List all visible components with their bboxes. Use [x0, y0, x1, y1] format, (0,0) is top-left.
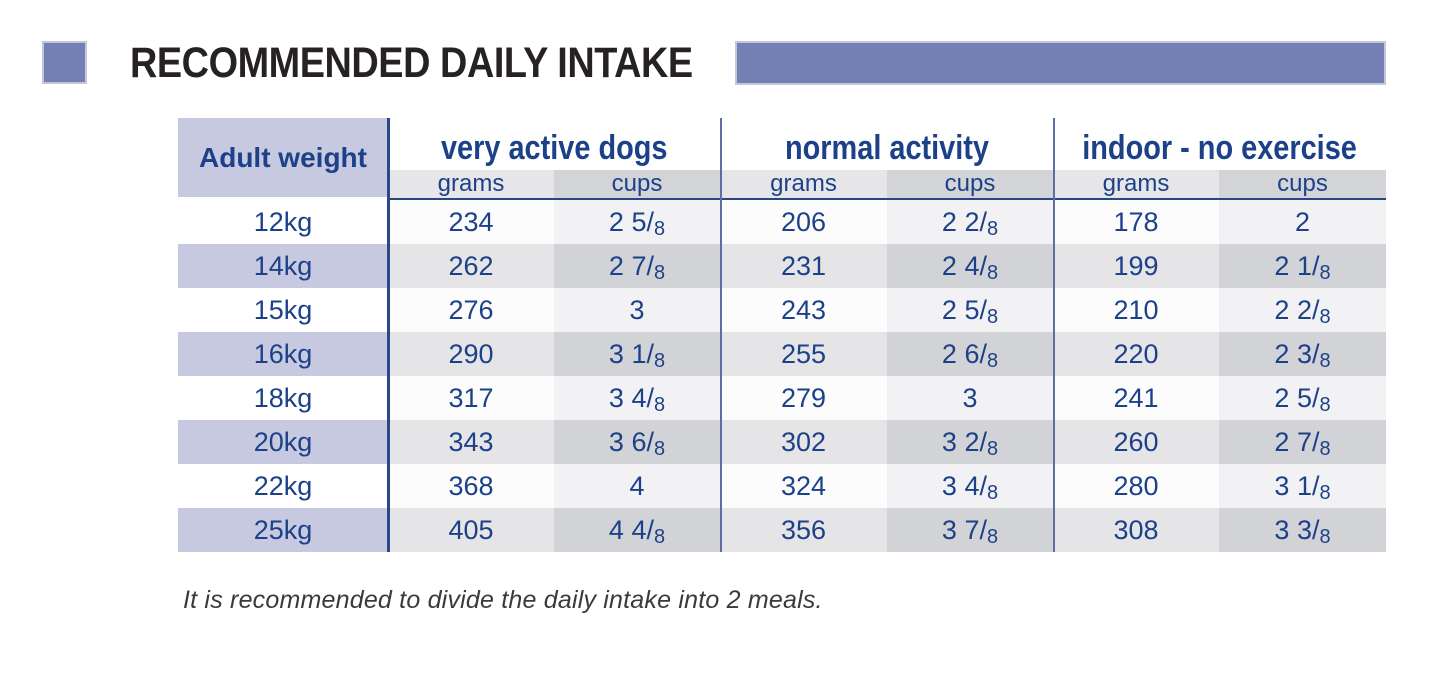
- group-header-label: normal activity: [784, 129, 989, 167]
- fraction-denominator: 8: [653, 526, 666, 549]
- weight-cell: 15kg: [178, 288, 388, 332]
- cups-cell: 2 4/8: [887, 244, 1053, 288]
- subheader-grams-normal: grams: [720, 170, 887, 200]
- fraction-denominator: 8: [653, 218, 666, 241]
- grams-cell: 199: [1053, 244, 1219, 288]
- weight-cell: 16kg: [178, 332, 388, 376]
- daily-intake-table: Adult weight very active dogs normal act…: [178, 118, 1386, 552]
- cups-cell: 3: [887, 376, 1053, 420]
- cups-cell: 2 5/8: [887, 288, 1053, 332]
- cups-cell: 3 1/8: [554, 332, 720, 376]
- cups-cell: 3 6/8: [554, 420, 720, 464]
- grams-cell: 343: [388, 420, 554, 464]
- cups-cell: 2 7/8: [1219, 420, 1386, 464]
- fraction-denominator: 8: [986, 218, 999, 241]
- cups-cell: 2 3/8: [1219, 332, 1386, 376]
- grams-cell: 368: [388, 464, 554, 508]
- cups-cell: 2 2/8: [887, 200, 1053, 244]
- adult-weight-header: Adult weight: [178, 118, 388, 200]
- fraction-denominator: 8: [1319, 394, 1331, 417]
- subheader-grams-very-active: grams: [388, 170, 554, 200]
- cups-cell: 3 7/8: [887, 508, 1053, 552]
- group-header-indoor-no-exercise: indoor - no exercise: [1053, 118, 1386, 170]
- grams-cell: 324: [720, 464, 887, 508]
- footer-note: It is recommended to divide the daily in…: [183, 586, 823, 614]
- grams-cell: 405: [388, 508, 554, 552]
- subheader-cups-very-active: cups: [554, 170, 720, 200]
- grams-cell: 220: [1053, 332, 1219, 376]
- grams-cell: 178: [1053, 200, 1219, 244]
- fraction-denominator: 8: [1319, 526, 1331, 549]
- fraction-denominator: 8: [653, 438, 666, 461]
- fraction-denominator: 8: [1319, 306, 1331, 329]
- page-title: RECOMMENDED DAILY INTAKE: [130, 39, 693, 87]
- column-separator-group1-group2: [720, 118, 722, 552]
- fraction-denominator: 8: [653, 262, 666, 285]
- grams-cell: 262: [388, 244, 554, 288]
- cups-cell: 2 5/8: [554, 200, 720, 244]
- cups-cell: 3 4/8: [554, 376, 720, 420]
- fraction-denominator: 8: [986, 438, 999, 461]
- grams-cell: 210: [1053, 288, 1219, 332]
- grams-cell: 276: [388, 288, 554, 332]
- fraction-denominator: 8: [986, 482, 999, 505]
- column-separator-weight: [387, 118, 390, 552]
- cups-cell: 2 6/8: [887, 332, 1053, 376]
- fraction-denominator: 8: [986, 526, 999, 549]
- cups-cell: 3 2/8: [887, 420, 1053, 464]
- fraction-denominator: 8: [653, 394, 666, 417]
- weight-cell: 18kg: [178, 376, 388, 420]
- subheader-cups-indoor: cups: [1219, 170, 1386, 200]
- accent-bar: [735, 41, 1386, 85]
- subheader-grams-indoor: grams: [1053, 170, 1219, 200]
- cups-cell: 3 4/8: [887, 464, 1053, 508]
- weight-cell: 20kg: [178, 420, 388, 464]
- cups-cell: 3: [554, 288, 720, 332]
- cups-cell: 4: [554, 464, 720, 508]
- table-grid: Adult weight very active dogs normal act…: [178, 118, 1386, 552]
- cups-cell: 2: [1219, 200, 1386, 244]
- cups-cell: 2 2/8: [1219, 288, 1386, 332]
- accent-square: [42, 41, 87, 84]
- fraction-denominator: 8: [986, 306, 999, 329]
- grams-cell: 317: [388, 376, 554, 420]
- group-header-label: very active dogs: [440, 129, 668, 167]
- grams-cell: 234: [388, 200, 554, 244]
- grams-cell: 241: [1053, 376, 1219, 420]
- grams-cell: 308: [1053, 508, 1219, 552]
- fraction-denominator: 8: [986, 350, 999, 373]
- grams-cell: 302: [720, 420, 887, 464]
- grams-cell: 206: [720, 200, 887, 244]
- grams-cell: 290: [388, 332, 554, 376]
- column-separator-group2-group3: [1053, 118, 1055, 552]
- grams-cell: 279: [720, 376, 887, 420]
- cups-cell: 3 1/8: [1219, 464, 1386, 508]
- weight-cell: 14kg: [178, 244, 388, 288]
- weight-cell: 22kg: [178, 464, 388, 508]
- group-header-label: indoor - no exercise: [1082, 129, 1357, 167]
- grams-cell: 260: [1053, 420, 1219, 464]
- fraction-denominator: 8: [653, 350, 666, 373]
- weight-cell: 25kg: [178, 508, 388, 552]
- grams-cell: 243: [720, 288, 887, 332]
- fraction-denominator: 8: [1319, 482, 1331, 505]
- weight-cell: 12kg: [178, 200, 388, 244]
- grams-cell: 280: [1053, 464, 1219, 508]
- fraction-denominator: 8: [986, 262, 999, 285]
- fraction-denominator: 8: [1319, 262, 1331, 285]
- group-header-normal-activity: normal activity: [720, 118, 1053, 170]
- cups-cell: 3 3/8: [1219, 508, 1386, 552]
- subheader-cups-normal: cups: [887, 170, 1053, 200]
- cups-cell: 4 4/8: [554, 508, 720, 552]
- cups-cell: 2 5/8: [1219, 376, 1386, 420]
- grams-cell: 356: [720, 508, 887, 552]
- grams-cell: 255: [720, 332, 887, 376]
- cups-cell: 2 1/8: [1219, 244, 1386, 288]
- cups-cell: 2 7/8: [554, 244, 720, 288]
- group-header-very-active-dogs: very active dogs: [388, 118, 720, 170]
- fraction-denominator: 8: [1319, 350, 1331, 373]
- grams-cell: 231: [720, 244, 887, 288]
- fraction-denominator: 8: [1319, 438, 1331, 461]
